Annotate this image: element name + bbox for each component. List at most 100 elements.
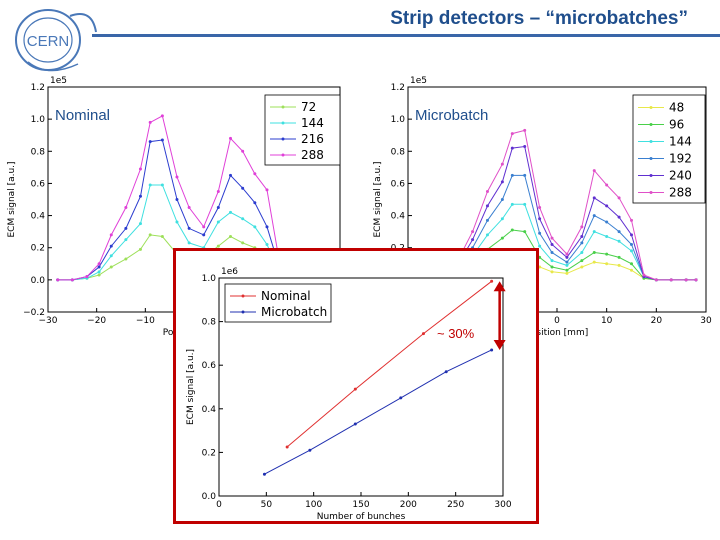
y-tick-label: 0.6	[391, 179, 406, 189]
y-tick-label: 1.2	[391, 83, 405, 93]
data-point	[148, 233, 152, 237]
data-point	[565, 268, 569, 272]
y-tick-label: 0.0	[202, 492, 217, 502]
y-tick-label: 0.6	[31, 179, 46, 189]
data-point	[241, 149, 245, 153]
data-point	[97, 265, 101, 269]
data-point	[565, 263, 569, 267]
y-scale-label: 1e6	[221, 267, 238, 277]
data-point	[605, 204, 609, 208]
data-point	[550, 265, 554, 269]
data-point	[148, 140, 152, 144]
legend-marker	[649, 140, 653, 143]
data-point	[485, 204, 489, 208]
data-point	[654, 278, 658, 282]
data-point	[216, 206, 220, 210]
data-point	[160, 114, 164, 118]
y-tick-label: 1.2	[31, 83, 45, 93]
data-point	[565, 255, 569, 259]
difference-annotation: ~ 30%	[437, 326, 475, 341]
data-point	[216, 220, 220, 224]
data-point	[421, 332, 425, 336]
data-point	[605, 220, 609, 224]
data-point	[97, 270, 101, 274]
y-tick-label: 1.0	[391, 115, 406, 125]
legend-label: Nominal	[261, 289, 311, 303]
data-point	[202, 225, 206, 229]
data-point	[669, 278, 673, 282]
difference-arrow-head-up	[493, 281, 506, 292]
data-point	[97, 273, 101, 277]
legend-label: 216	[301, 132, 324, 146]
data-point	[109, 233, 113, 237]
y-scale-label: 1e5	[50, 76, 67, 86]
data-point	[580, 225, 584, 229]
cern-logo: CERN	[8, 2, 100, 81]
data-point	[353, 387, 357, 391]
data-point	[500, 162, 504, 166]
series-line	[286, 280, 492, 448]
data-point	[605, 252, 609, 256]
data-point	[109, 254, 113, 258]
legend-label: 240	[669, 169, 692, 183]
data-point	[138, 194, 142, 198]
data-point	[229, 173, 232, 177]
data-point	[617, 215, 621, 219]
data-point	[229, 136, 232, 140]
data-point	[538, 244, 542, 248]
y-tick-label: 0.8	[31, 147, 46, 157]
data-point	[642, 273, 646, 277]
legend-marker	[649, 123, 653, 126]
data-point	[592, 169, 596, 173]
x-tick-label: 300	[494, 500, 511, 510]
slide-title: Strip detectors – “microbatches”	[390, 8, 688, 29]
data-point	[580, 265, 584, 269]
legend-label: 288	[669, 186, 692, 200]
data-point	[592, 260, 596, 264]
title-underline	[92, 34, 720, 37]
data-point	[485, 218, 489, 222]
data-point	[485, 233, 489, 237]
data-point	[580, 241, 584, 245]
data-point	[124, 226, 128, 230]
data-point	[592, 196, 596, 200]
legend-marker	[281, 137, 285, 141]
data-point	[617, 263, 621, 267]
data-point	[500, 236, 504, 240]
y-tick-label: 0.8	[391, 147, 406, 157]
data-point	[160, 138, 164, 142]
data-point	[580, 251, 584, 255]
data-point	[216, 244, 220, 248]
x-tick-label: −20	[87, 316, 106, 326]
legend-box	[632, 94, 706, 204]
data-point	[592, 251, 596, 255]
y-axis-label: ECM signal [a.u.]	[373, 161, 383, 237]
data-point	[138, 167, 142, 171]
data-point	[160, 183, 164, 187]
data-point	[510, 132, 514, 136]
data-point	[592, 214, 596, 218]
data-point	[550, 243, 554, 246]
data-point	[490, 348, 494, 352]
data-point	[285, 445, 289, 449]
data-point	[253, 172, 257, 176]
data-point	[684, 278, 688, 282]
data-point	[138, 247, 142, 251]
data-point	[500, 180, 504, 184]
data-point	[262, 472, 266, 476]
data-point	[523, 128, 527, 132]
legend-box	[224, 283, 332, 323]
data-point	[471, 230, 475, 234]
legend-marker	[281, 121, 285, 125]
data-point	[500, 217, 504, 221]
data-point	[523, 144, 527, 148]
data-point	[241, 217, 245, 221]
data-point	[187, 241, 191, 245]
legend-label: 144	[669, 135, 692, 149]
y-tick-label: 0.0	[31, 276, 46, 286]
x-tick-label: 0	[216, 500, 222, 510]
data-point	[175, 220, 179, 224]
y-axis-label: ECM signal [a.u.]	[7, 161, 17, 237]
data-point	[353, 422, 357, 426]
y-tick-label: 0.8	[202, 318, 217, 328]
